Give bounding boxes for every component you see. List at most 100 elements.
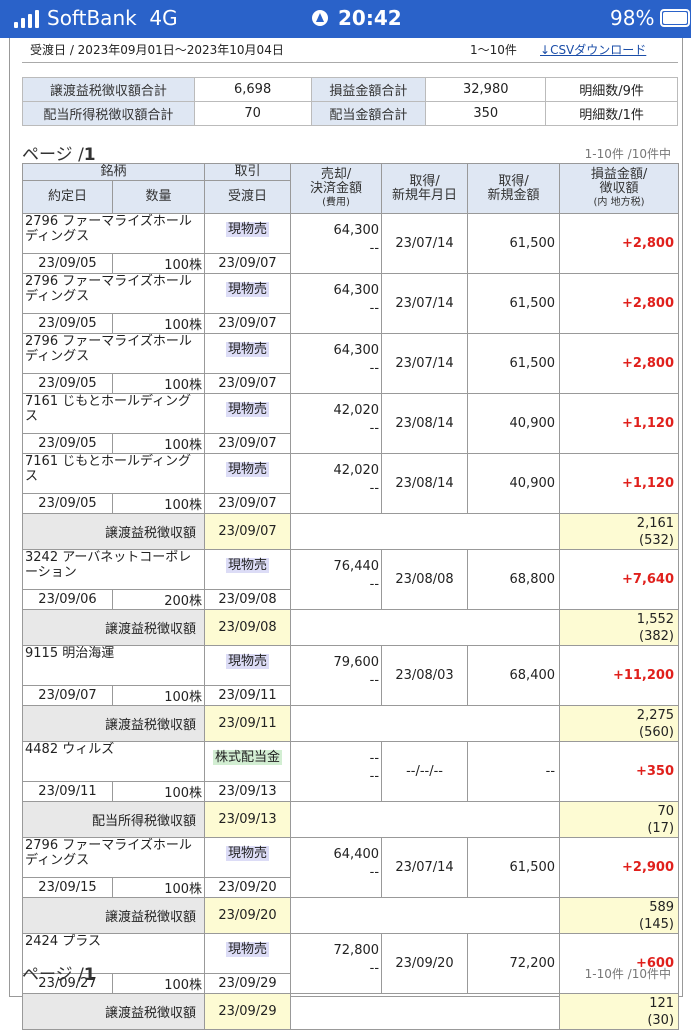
tax-row: 譲渡益税徴収額 23/09/20 589 (145) <box>21 897 680 934</box>
trade-type: 現物売 <box>226 846 270 861</box>
sell-amount-cell: 64,300 -- <box>290 333 383 394</box>
table-row: 2796 ファーマライズホールディングス 現物売 64,300 -- 23/07/14 6… <box>21 213 680 274</box>
quantity: 100株 <box>111 493 206 514</box>
sell-amount-cell: -- -- <box>290 741 383 802</box>
quantity: 100株 <box>111 373 206 394</box>
col-torihiki: 取引 <box>204 163 292 181</box>
quantity: 200株 <box>111 589 206 610</box>
tax-amount: 2,161 <box>636 515 675 531</box>
result-count: 1〜10件 <box>470 43 517 57</box>
trade-date: 23/09/11 <box>22 781 113 802</box>
security-name: 2796 ファーマライズホールディングス <box>21 213 206 254</box>
sell-amount: -- <box>369 751 380 766</box>
profit-loss: +11,200 <box>559 645 680 706</box>
sell-amount: 64,300 <box>333 343 380 358</box>
sell-amount: 72,800 <box>333 943 380 958</box>
col-sell-line2: 決済金額 <box>310 180 363 196</box>
table-row: 2424 プラス 現物売 72,800 -- 23/09/20 72,200 +600 <box>21 933 680 994</box>
settlement-date: 23/09/07 <box>204 253 292 274</box>
trade-type-cell: 現物売 <box>204 333 292 374</box>
sell-amount-cell: 64,400 -- <box>290 837 383 898</box>
sell-amount-cell: 79,600 -- <box>290 645 383 706</box>
trade-type-cell: 現物売 <box>204 933 292 974</box>
tax-date: 23/09/08 <box>204 609 292 646</box>
sell-amount-cell: 76,440 -- <box>290 549 383 610</box>
settlement-date: 23/09/07 <box>204 373 292 394</box>
acquisition-amount: 72,200 <box>467 933 561 994</box>
sell-amount: 42,020 <box>333 463 380 478</box>
trade-date: 23/09/05 <box>22 313 113 334</box>
profit-loss: +350 <box>559 741 680 802</box>
tax-amount: 121 <box>649 995 675 1011</box>
tax-row: 譲渡益税徴収額 23/09/29 121 (30) <box>21 993 680 1030</box>
summary-value: 6,698 <box>193 77 312 102</box>
page-indicator-top: ページ /1 <box>22 140 96 165</box>
acquisition-date: 23/08/08 <box>381 549 469 610</box>
page-number: 1 <box>83 965 96 985</box>
tax-label: 配当所得税徴収額 <box>21 801 206 838</box>
battery-percent: 98% <box>610 6 655 30</box>
table-row: 3242 アーバネットコーポレーション 現物売 76,440 -- 23/08/08 68… <box>21 549 680 610</box>
col-acq-date-line1: 取得/ <box>409 173 440 189</box>
fee: -- <box>369 241 380 256</box>
security-name: 9115 明治海運 <box>21 645 206 686</box>
acquisition-amount: 61,500 <box>467 213 561 274</box>
trade-date: 23/09/27 <box>22 973 113 994</box>
trade-date: 23/09/05 <box>22 253 113 274</box>
col-pl-line1: 損益金額/ <box>590 166 648 182</box>
tax-local: (17) <box>647 820 675 836</box>
acquisition-amount: 40,900 <box>467 393 561 454</box>
quantity: 100株 <box>111 433 206 454</box>
fee: -- <box>369 301 380 316</box>
tax-blank <box>290 609 560 646</box>
tax-amount: 589 <box>649 899 675 915</box>
settlement-date: 23/09/20 <box>204 877 292 898</box>
quantity: 100株 <box>111 685 206 706</box>
acquisition-amount: 68,400 <box>467 645 561 706</box>
download-icon: ↓ <box>540 43 551 57</box>
fee: -- <box>369 769 380 784</box>
tax-local: (560) <box>639 724 675 740</box>
table-row: 23/09/27 100株 23/09/29 <box>22 973 679 994</box>
profit-loss: +2,900 <box>559 837 680 898</box>
summary-label: 配当金額合計 <box>310 101 427 126</box>
col-pl-line2: 徴収額 <box>599 180 639 196</box>
trade-date: 23/09/06 <box>22 589 113 610</box>
trade-type: 株式配当金 <box>213 750 283 765</box>
acquisition-date: 23/09/20 <box>381 933 469 994</box>
col-sell-line3: (費用) <box>322 196 350 208</box>
tax-blank <box>290 993 560 1030</box>
acquisition-date: 23/07/14 <box>381 273 469 334</box>
table-row: 4482 ウィルズ 株式配当金 -- -- --/--/-- -- +350 <box>21 741 680 802</box>
col-ukewatashi: 受渡日 <box>204 180 292 214</box>
csv-download-link[interactable]: ↓CSVダウンロード <box>540 41 646 58</box>
clock: 20:42 <box>312 6 402 30</box>
col-suryo: 数量 <box>111 180 206 214</box>
acquisition-date: 23/07/14 <box>381 837 469 898</box>
sell-amount: 76,440 <box>333 559 380 574</box>
table-row: 23/09/05 100株 23/09/07 <box>22 313 679 334</box>
tax-date: 23/09/20 <box>204 897 292 934</box>
trade-type: 現物売 <box>226 282 270 297</box>
profit-loss: +2,800 <box>559 333 680 394</box>
time: 20:42 <box>338 6 402 30</box>
acquisition-date: 23/08/14 <box>381 393 469 454</box>
table-row: 23/09/07 100株 23/09/11 <box>22 685 679 706</box>
carrier-name: SoftBank <box>47 6 137 30</box>
settlement-date: 23/09/29 <box>204 973 292 994</box>
trade-date: 23/09/15 <box>22 877 113 898</box>
col-yakujo: 約定日 <box>22 180 113 214</box>
acquisition-date: --/--/-- <box>381 741 469 802</box>
tax-row: 譲渡益税徴収額 23/09/11 2,275 (560) <box>21 705 680 742</box>
quantity: 100株 <box>111 313 206 334</box>
summary-row: 配当所得税徴収額合計 70 配当金額合計 350 明細数/1件 <box>22 101 678 126</box>
profit-loss: +2,800 <box>559 273 680 334</box>
fee: -- <box>369 865 380 880</box>
table-row: 23/09/06 200株 23/09/08 <box>22 589 679 610</box>
col-meigara: 銘柄 <box>21 163 206 181</box>
acquisition-amount: 40,900 <box>467 453 561 514</box>
acquisition-amount: 61,500 <box>467 273 561 334</box>
summary-value: 32,980 <box>425 77 547 102</box>
battery-icon <box>660 9 691 27</box>
trade-type-cell: 現物売 <box>204 645 292 686</box>
